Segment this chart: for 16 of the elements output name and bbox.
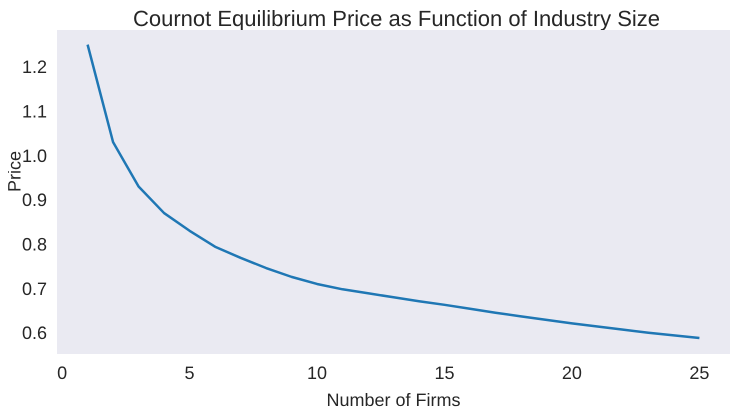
y-tick-label: 1.2 [22,57,47,78]
x-tick-label: 25 [689,362,710,383]
y-tick-label: 0.7 [22,278,47,299]
chart-title: Cournot Equilibrium Price as Function of Industry Size [132,6,661,31]
y-tick-label: 1.1 [22,102,47,122]
x-axis-title: Number of Firms [326,390,461,409]
line-series [86,43,701,340]
x-tick-label: 15 [434,362,454,383]
x-tick-label: 20 [562,362,582,383]
y-tick-label: 0.8 [22,234,47,254]
y-tick-label: 0.9 [22,190,47,210]
y-tick-label: 0.6 [22,323,47,344]
y-tick-label: 1.0 [22,146,47,166]
x-tick-label: 10 [307,362,328,383]
x-tick-label: 0 [57,362,68,383]
x-tick-label: 5 [184,362,195,383]
